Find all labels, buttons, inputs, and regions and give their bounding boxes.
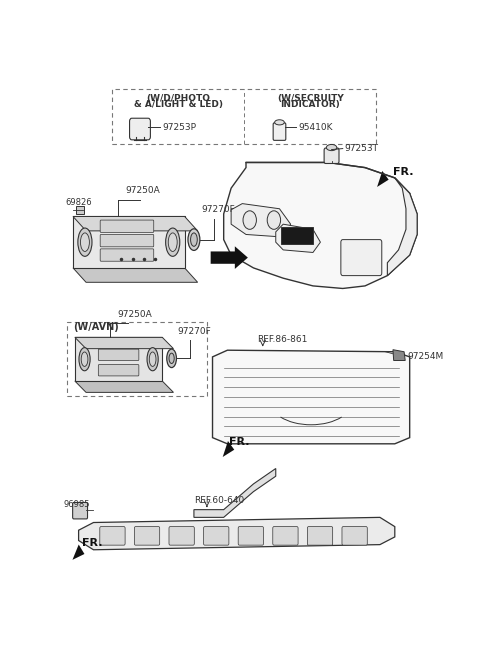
Polygon shape	[213, 350, 410, 444]
Ellipse shape	[149, 352, 156, 367]
Text: 97254M: 97254M	[408, 352, 444, 361]
Polygon shape	[73, 216, 198, 231]
Ellipse shape	[166, 228, 180, 257]
FancyBboxPatch shape	[76, 206, 84, 214]
Polygon shape	[75, 337, 162, 381]
FancyBboxPatch shape	[238, 526, 264, 545]
Polygon shape	[79, 517, 395, 550]
Polygon shape	[393, 349, 405, 361]
FancyBboxPatch shape	[72, 502, 87, 519]
Polygon shape	[387, 178, 417, 276]
FancyBboxPatch shape	[281, 227, 313, 244]
FancyBboxPatch shape	[273, 123, 286, 140]
Polygon shape	[223, 441, 234, 457]
Polygon shape	[276, 224, 321, 253]
FancyBboxPatch shape	[98, 349, 139, 361]
Text: (W/D/PHOTO: (W/D/PHOTO	[146, 94, 210, 102]
FancyBboxPatch shape	[100, 526, 125, 545]
Text: 97253P: 97253P	[162, 123, 196, 132]
FancyBboxPatch shape	[100, 234, 154, 246]
Text: REF.86-861: REF.86-861	[257, 335, 308, 344]
Polygon shape	[231, 204, 290, 237]
Ellipse shape	[78, 228, 92, 257]
Polygon shape	[224, 162, 417, 289]
Circle shape	[243, 211, 256, 229]
Polygon shape	[72, 544, 84, 560]
Polygon shape	[194, 468, 276, 517]
Text: (W/AVN): (W/AVN)	[73, 322, 119, 332]
Ellipse shape	[275, 120, 284, 125]
Text: 97270F: 97270F	[202, 205, 235, 214]
FancyBboxPatch shape	[98, 365, 139, 376]
Ellipse shape	[81, 233, 89, 251]
Polygon shape	[75, 381, 173, 392]
Text: REF.60-640: REF.60-640	[194, 496, 244, 506]
Circle shape	[267, 211, 281, 229]
FancyBboxPatch shape	[134, 526, 160, 545]
Text: 97250A: 97250A	[117, 310, 152, 319]
Text: 95410K: 95410K	[298, 123, 333, 132]
Ellipse shape	[147, 347, 158, 371]
Polygon shape	[73, 268, 198, 283]
Ellipse shape	[188, 229, 200, 250]
Text: (W/SECRUITY: (W/SECRUITY	[277, 94, 344, 102]
FancyBboxPatch shape	[307, 526, 333, 545]
FancyBboxPatch shape	[324, 148, 339, 164]
Ellipse shape	[169, 353, 174, 363]
FancyBboxPatch shape	[204, 526, 229, 545]
Text: 69826: 69826	[66, 198, 92, 207]
Ellipse shape	[81, 352, 88, 367]
FancyBboxPatch shape	[130, 118, 150, 140]
FancyBboxPatch shape	[342, 526, 367, 545]
FancyBboxPatch shape	[100, 220, 154, 232]
FancyBboxPatch shape	[100, 249, 154, 261]
FancyBboxPatch shape	[341, 240, 382, 276]
Ellipse shape	[326, 144, 337, 150]
Text: 97250A: 97250A	[125, 186, 160, 195]
Ellipse shape	[191, 233, 197, 246]
Polygon shape	[73, 216, 185, 268]
Ellipse shape	[167, 349, 177, 367]
Ellipse shape	[79, 347, 90, 371]
Text: FR.: FR.	[393, 167, 413, 177]
Text: INDICATOR): INDICATOR)	[280, 100, 340, 109]
Ellipse shape	[168, 233, 177, 251]
Text: 97270F: 97270F	[177, 327, 211, 336]
Text: FR.: FR.	[229, 437, 250, 447]
Polygon shape	[211, 246, 248, 269]
Text: FR.: FR.	[82, 538, 102, 548]
Text: & A/LIGHT & LED): & A/LIGHT & LED)	[133, 100, 223, 109]
Text: 96985: 96985	[64, 500, 90, 509]
FancyBboxPatch shape	[273, 526, 298, 545]
FancyBboxPatch shape	[169, 526, 194, 545]
Polygon shape	[75, 337, 173, 349]
Text: 97253T: 97253T	[345, 144, 379, 153]
Polygon shape	[377, 171, 389, 187]
